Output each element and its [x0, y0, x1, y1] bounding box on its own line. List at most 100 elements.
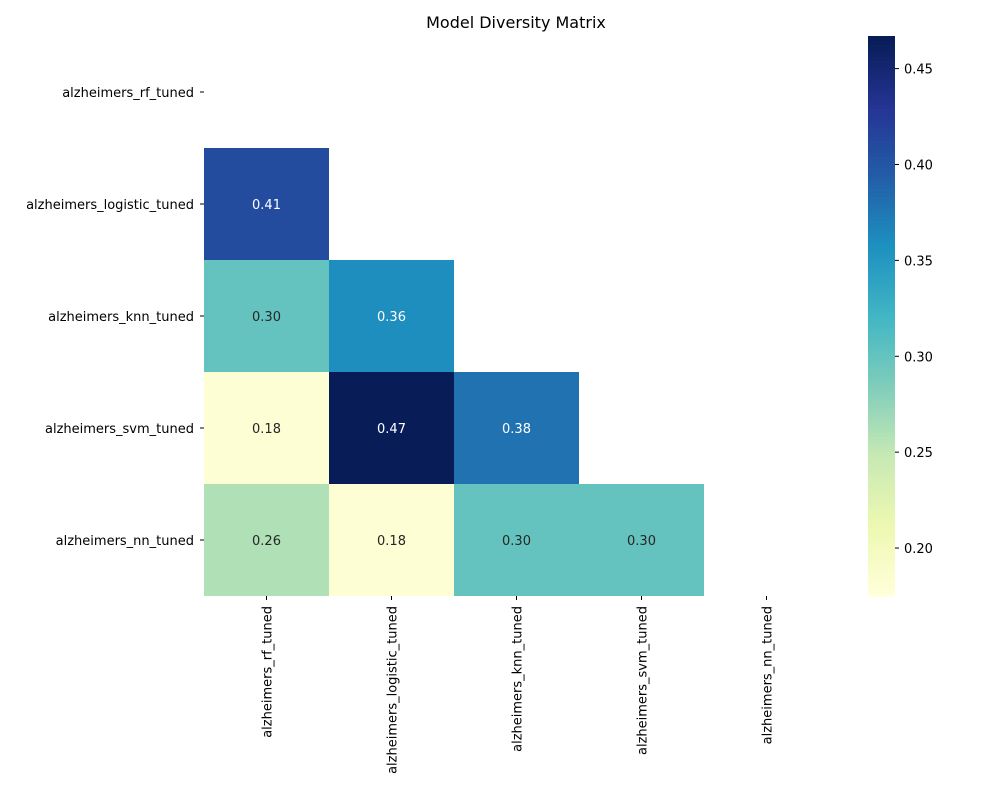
colorbar-tick-label: 0.20 — [904, 542, 933, 557]
heatmap-cell — [329, 484, 454, 596]
column-tick-label: alzheimers_svm_tuned — [636, 606, 651, 755]
colorbar-segment — [868, 420, 895, 425]
colorbar-segment — [868, 476, 895, 481]
colorbar-segment — [868, 96, 895, 101]
colorbar-segment — [868, 424, 895, 429]
colorbar-segment — [868, 172, 895, 177]
cell-annotation: 0.18 — [252, 422, 281, 437]
colorbar-segment — [868, 264, 895, 269]
colorbar-segment — [868, 560, 895, 565]
colorbar-segment — [868, 392, 895, 397]
heatmap-cell — [204, 372, 329, 484]
colorbar-segment — [868, 564, 895, 569]
column-labels: alzheimers_rf_tuned alzheimers_logistic_t… — [261, 596, 776, 774]
colorbar-segment — [868, 112, 895, 117]
colorbar-segment — [868, 312, 895, 317]
colorbar-segment — [868, 188, 895, 193]
colorbar-segment — [868, 72, 895, 77]
colorbar-segment — [868, 568, 895, 573]
colorbar-segment — [868, 84, 895, 89]
colorbar-segment — [868, 60, 895, 65]
colorbar-segment — [868, 444, 895, 449]
colorbar-segment — [868, 200, 895, 205]
colorbar-segment — [868, 320, 895, 325]
colorbar-segment — [868, 464, 895, 469]
colorbar-segment — [868, 324, 895, 329]
colorbar-segment — [868, 304, 895, 309]
colorbar-segment — [868, 168, 895, 173]
colorbar-segment — [868, 572, 895, 577]
colorbar-segment — [868, 352, 895, 357]
colorbar-segment — [868, 240, 895, 245]
colorbar-tick-label: 0.45 — [904, 63, 933, 78]
colorbar-segment — [868, 228, 895, 233]
colorbar-segment — [868, 232, 895, 237]
colorbar-segment — [868, 288, 895, 293]
colorbar-segment — [868, 344, 895, 349]
row-labels: alzheimers_rf_tuned alzheimers_logistic_t… — [26, 86, 204, 549]
row-tick-label: alzheimers_logistic_tuned — [26, 198, 194, 213]
colorbar-segment — [868, 556, 895, 561]
colorbar-segment — [868, 404, 895, 409]
colorbar-segment — [868, 368, 895, 373]
colorbar-segment — [868, 196, 895, 201]
colorbar-segment — [868, 500, 895, 505]
colorbar-segment — [868, 448, 895, 453]
column-tick-label: alzheimers_logistic_tuned — [386, 606, 401, 774]
colorbar-segment — [868, 132, 895, 137]
colorbar-segment — [868, 292, 895, 297]
colorbar-segment — [868, 428, 895, 433]
cell-annotation: 0.47 — [377, 422, 406, 437]
colorbar-segment — [868, 244, 895, 249]
colorbar-segment — [868, 156, 895, 161]
colorbar-segment — [868, 416, 895, 421]
colorbar-segment — [868, 180, 895, 185]
column-tick-label: alzheimers_knn_tuned — [511, 606, 526, 752]
colorbar-segment — [868, 36, 895, 41]
colorbar-segment — [868, 520, 895, 525]
colorbar-segment — [868, 64, 895, 69]
colorbar-segment — [868, 116, 895, 121]
colorbar-segment — [868, 524, 895, 529]
colorbar-segment — [868, 460, 895, 465]
colorbar-segment — [868, 176, 895, 181]
colorbar-segment — [868, 536, 895, 541]
colorbar-segment — [868, 580, 895, 585]
heatmap-cell — [204, 148, 329, 260]
colorbar-segment — [868, 268, 895, 273]
colorbar-segment — [868, 160, 895, 165]
colorbar-segment — [868, 192, 895, 197]
colorbar-segment — [868, 584, 895, 589]
colorbar-segment — [868, 236, 895, 241]
row-tick-label: alzheimers_rf_tuned — [62, 86, 194, 101]
cell-annotation: 0.30 — [502, 534, 531, 549]
colorbar-segment — [868, 76, 895, 81]
colorbar-segment — [868, 400, 895, 405]
colorbar-segment — [868, 328, 895, 333]
colorbar-segment — [868, 356, 895, 361]
colorbar-tick-label: 0.35 — [904, 254, 933, 269]
colorbar-segment — [868, 388, 895, 393]
colorbar-segment — [868, 48, 895, 53]
colorbar-segment — [868, 380, 895, 385]
colorbar-segment — [868, 92, 895, 97]
colorbar-segment — [868, 220, 895, 225]
heatmap-cell — [454, 484, 579, 596]
colorbar-segment — [868, 120, 895, 125]
colorbar-segment — [868, 212, 895, 217]
colorbar-segment — [868, 252, 895, 257]
colorbar-segment — [868, 484, 895, 489]
colorbar-segment — [868, 540, 895, 545]
colorbar-segment — [868, 360, 895, 365]
colorbar-segment — [868, 432, 895, 437]
colorbar-segment — [868, 40, 895, 45]
row-tick-label: alzheimers_svm_tuned — [45, 422, 194, 437]
cell-annotation: 0.38 — [502, 422, 531, 437]
heatmap-cell — [454, 372, 579, 484]
colorbar-segment — [868, 468, 895, 473]
colorbar-segment — [868, 488, 895, 493]
heatmap-cell — [329, 372, 454, 484]
colorbar: 0.20 0.25 0.30 0.35 0.40 0.45 — [868, 36, 933, 597]
row-tick-label: alzheimers_nn_tuned — [56, 534, 194, 549]
colorbar-segment — [868, 208, 895, 213]
